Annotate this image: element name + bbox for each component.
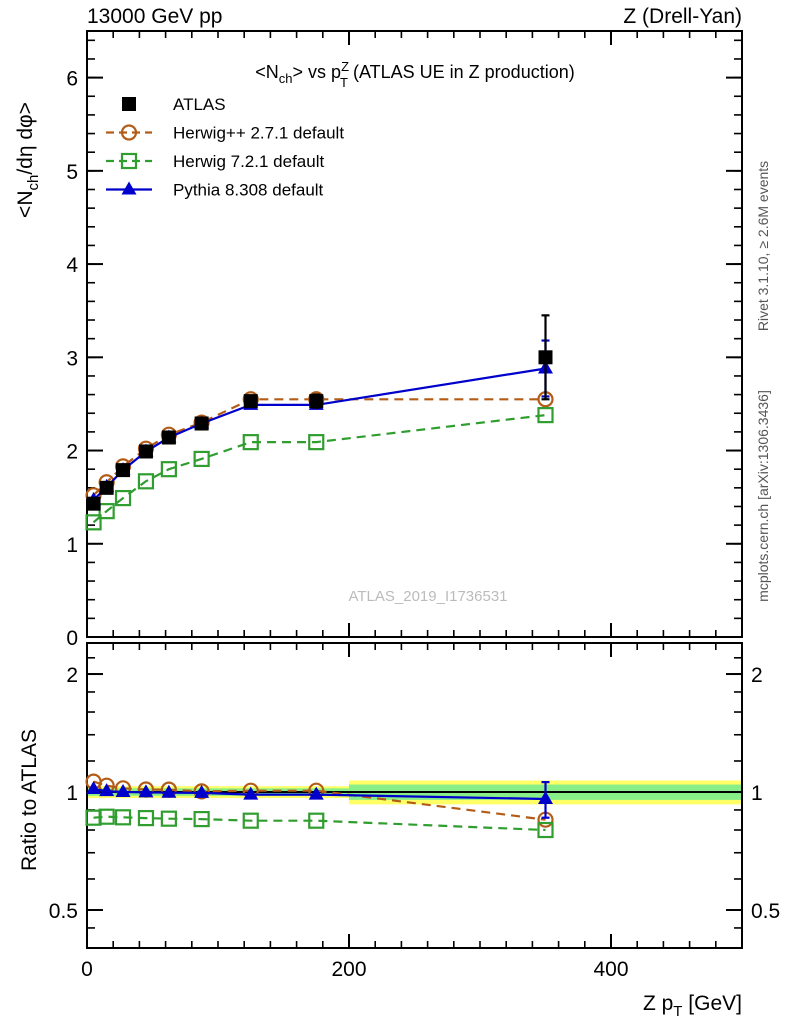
data-point: [309, 394, 324, 409]
ratio-point: [193, 810, 210, 828]
y-tick-label: 5: [66, 161, 78, 184]
y-tick-label: 1: [66, 782, 78, 805]
svg-text:<Nch/dη dφ>: <Nch/dη dφ>: [14, 102, 42, 218]
y-tick-label-right: 2: [751, 664, 763, 687]
data-point: [538, 350, 553, 365]
y-tick-label: 2: [66, 664, 78, 687]
watermark: ATLAS_2019_I1736531: [348, 588, 507, 605]
data-point: [99, 480, 114, 495]
y-tick-label-right: 1: [751, 782, 763, 805]
ratio-point: [98, 808, 115, 825]
x-tick-label: 200: [331, 958, 366, 981]
legend-entry: ATLAS: [122, 95, 226, 114]
data-point: [242, 434, 259, 451]
main-panel: 0 1 2 3 4 5 6: [66, 30, 743, 650]
ratio-point: [242, 812, 259, 829]
y-tick-label: 3: [66, 347, 78, 370]
ratio-point: [115, 784, 131, 798]
y-tick-label: 2: [66, 441, 78, 464]
ratio-point: [99, 783, 115, 797]
x-tick-label: 400: [593, 958, 628, 981]
data-point: [86, 496, 101, 511]
legend-entry: Pythia 8.308 default: [106, 181, 324, 200]
header-right: Z (Drell-Yan): [623, 5, 742, 28]
y-tick-label: 0.5: [49, 900, 78, 923]
panel-frame: [86, 30, 743, 638]
ratio-point: [160, 810, 177, 827]
legend-label: Pythia 8.308 default: [173, 181, 324, 200]
plot-title: <Nch> vs pZ T (ATLAS UE in Z production): [255, 59, 574, 90]
legend-label: Herwig 7.2.1 default: [173, 152, 324, 171]
data-point: [537, 407, 554, 424]
ratio-point: [243, 786, 259, 800]
data-point: [193, 450, 210, 468]
data-point: [98, 503, 115, 520]
data-point: [161, 430, 176, 445]
data-point: [138, 444, 153, 459]
legend-label: ATLAS: [173, 95, 226, 114]
ratio-panel: 0.5 0.5 1 1 2 2 0 200 400: [49, 642, 780, 981]
legend-marker: [122, 97, 136, 111]
ratio-point: [161, 784, 177, 798]
y-tick-label: 4: [66, 254, 78, 277]
data-point: [160, 461, 177, 478]
legend-entry: Herwig 7.2.1 default: [106, 152, 324, 171]
y-axis-title-main: <Nch/dη dφ>: [14, 102, 42, 218]
x-tick-label: 0: [81, 958, 93, 981]
ratio-point: [194, 784, 210, 798]
header-left: 13000 GeV pp: [87, 5, 222, 28]
data-point: [243, 394, 258, 409]
x-axis-title: Z pT [GeV]: [643, 992, 742, 1020]
legend-marker: [120, 124, 138, 141]
side-label-mcplots: mcplots.cern.ch [arXiv:1306.3436]: [755, 390, 771, 602]
legend-label: Herwig++ 2.7.1 default: [173, 124, 344, 143]
series-line-1: [92, 398, 546, 497]
legend-marker: [120, 152, 138, 170]
data-point: [114, 489, 132, 507]
legend-marker: [121, 181, 137, 195]
ratio-point: [137, 809, 155, 827]
ratio-point: [537, 821, 554, 839]
panel-frame: [86, 642, 743, 949]
y-axis-title-ratio: Ratio to ATLAS: [18, 729, 41, 871]
ratio-point: [538, 790, 553, 804]
y-tick-label: 0: [66, 627, 78, 650]
ratio-point: [308, 786, 324, 800]
legend: ATLAS Herwig++ 2.7.1 default Herwig 7.2.1 …: [106, 95, 344, 200]
ratio-line-2: [93, 815, 546, 832]
ratio-point: [308, 812, 325, 829]
data-point: [194, 416, 209, 431]
y-tick-label: 6: [66, 68, 78, 91]
ratio-point: [193, 783, 210, 800]
ratio-point: [86, 780, 102, 794]
data-point: [85, 514, 102, 531]
data-point: [116, 463, 131, 478]
side-label-rivet: Rivet 3.1.10, ≥ 2.6M events: [755, 161, 771, 331]
y-tick-label-right: 0.5: [751, 900, 780, 923]
series-line-2: [92, 414, 546, 524]
ratio-point: [138, 784, 154, 798]
legend-entry: Herwig++ 2.7.1 default: [106, 124, 344, 143]
data-point: [137, 473, 155, 490]
y-tick-label: 1: [66, 534, 78, 557]
ratio-point: [114, 809, 132, 826]
data-point: [308, 434, 325, 451]
